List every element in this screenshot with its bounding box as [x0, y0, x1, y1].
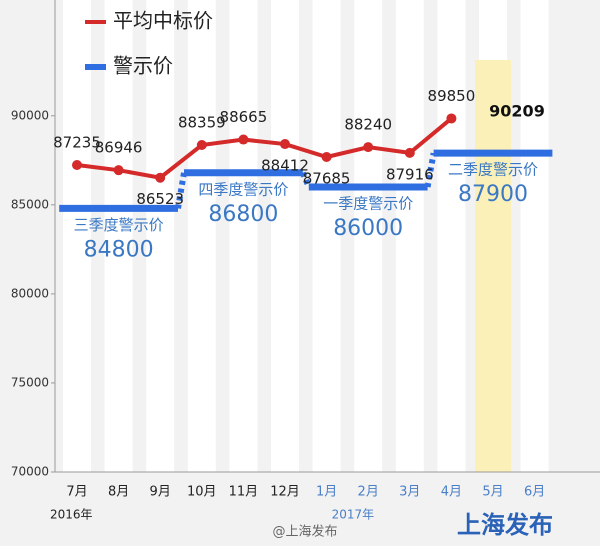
highlight-band: [475, 60, 511, 472]
x-tick-label: 9月: [150, 485, 171, 500]
segment-value: 87900: [458, 182, 528, 207]
watermark: 上海发布: [457, 511, 553, 539]
column-stripe: [520, 0, 549, 472]
y-tick-label: 70000: [11, 465, 49, 479]
segment-name: 三季度警示价: [74, 216, 164, 234]
column-stripe: [63, 0, 91, 472]
y-tick-label: 90000: [11, 108, 49, 122]
data-label: 89850: [428, 87, 476, 105]
column-stripe: [437, 0, 466, 472]
data-label: 87235: [53, 134, 101, 152]
legend-label: 平均中标价: [113, 9, 213, 33]
x-tick-label: 8月: [108, 485, 129, 500]
data-label: 86946: [95, 139, 143, 157]
data-label: 88665: [220, 108, 268, 126]
x-tick-label: 11月: [229, 485, 259, 500]
segment-name: 一季度警示价: [323, 195, 413, 213]
point: [72, 160, 82, 171]
point: [404, 147, 415, 158]
point: [446, 113, 457, 124]
column-stripe: [187, 0, 216, 472]
column-stripe: [312, 0, 341, 472]
highlight-value: 90209: [489, 102, 545, 121]
point: [196, 140, 207, 151]
segment-value: 84800: [84, 237, 154, 262]
series-line: [76, 116, 453, 180]
y-tick-label: 80000: [11, 286, 49, 300]
x-tick-label: 10月: [187, 485, 217, 500]
x-tick-label: 3月: [399, 485, 420, 500]
warning-connector: [300, 171, 312, 189]
point: [113, 165, 124, 176]
point: [238, 134, 249, 145]
warning-connector: [175, 172, 187, 209]
column-stripe: [104, 0, 133, 472]
point: [321, 152, 332, 163]
column-stripe: [395, 0, 424, 472]
point: [155, 172, 166, 183]
point: [280, 139, 290, 150]
column-stripe: [354, 0, 383, 472]
data-label: 86523: [136, 190, 184, 208]
x-tick-label: 5月: [482, 485, 503, 500]
data-label: 88359: [178, 114, 226, 132]
year-label: 2016年: [50, 508, 93, 522]
point: [363, 142, 374, 153]
segment-value: 86000: [333, 216, 403, 241]
data-label: 88412: [261, 157, 309, 175]
segment-name: 四季度警示价: [198, 180, 288, 198]
data-label: 87916: [386, 165, 434, 183]
segment-name: 二季度警示价: [448, 161, 538, 179]
legend-label: 警示价: [113, 54, 173, 78]
data-label: 88240: [344, 116, 392, 134]
data-label: 87685: [303, 170, 351, 188]
segment-value: 86800: [208, 202, 278, 227]
y-tick-label: 75000: [11, 375, 49, 389]
x-tick-label: 4月: [441, 485, 462, 500]
column-stripe: [146, 0, 175, 472]
x-tick-label: 7月: [66, 485, 87, 500]
year-label: 2017年: [332, 508, 375, 522]
credit: @上海发布: [272, 524, 337, 540]
warning-connector: [424, 152, 437, 188]
x-tick-label: 1月: [316, 485, 337, 500]
column-stripe: [271, 0, 299, 472]
column-stripe: [229, 0, 258, 472]
x-tick-label: 12月: [270, 485, 300, 500]
x-tick-label: 6月: [524, 485, 545, 500]
y-tick-label: 85000: [11, 197, 49, 211]
x-tick-label: 2月: [358, 485, 379, 500]
